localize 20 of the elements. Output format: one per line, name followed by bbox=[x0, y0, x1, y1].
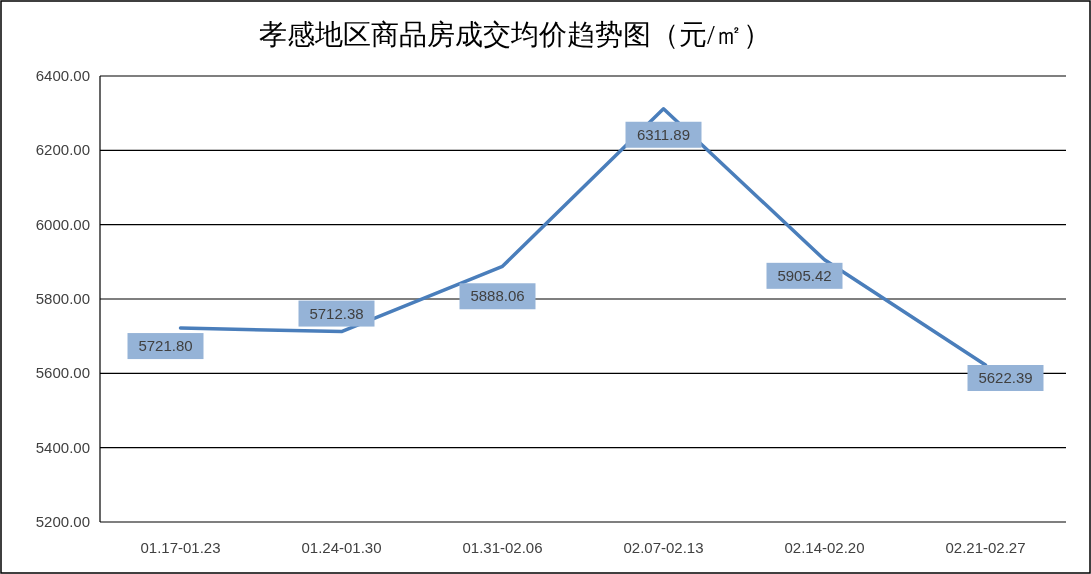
data-label: 5905.42 bbox=[777, 266, 832, 284]
y-tick-label: 5200.00 bbox=[35, 513, 90, 530]
y-tick-label: 5400.00 bbox=[35, 438, 90, 456]
y-tick-label: 5600.00 bbox=[35, 364, 90, 382]
x-tick-label: 02.07-02.13 bbox=[623, 539, 704, 556]
y-tick-label: 6400.00 bbox=[35, 67, 90, 84]
data-label: 5888.06 bbox=[470, 287, 525, 305]
x-tick-label: 02.14-02.20 bbox=[784, 539, 865, 556]
data-label: 6311.89 bbox=[636, 125, 691, 143]
x-tick-label: 01.24-01.30 bbox=[301, 539, 382, 556]
data-label: 5712.38 bbox=[309, 304, 364, 322]
y-tick-label: 6200.00 bbox=[35, 141, 90, 159]
data-label: 5622.39 bbox=[978, 369, 1033, 387]
x-tick-label: 01.31-02.06 bbox=[462, 539, 543, 556]
y-tick-label: 5800.00 bbox=[35, 290, 90, 307]
x-tick-label: 02.21-02.27 bbox=[945, 539, 1026, 556]
x-tick-label: 01.17-01.23 bbox=[140, 539, 221, 556]
y-tick-label: 6000.00 bbox=[35, 215, 90, 233]
data-label: 5721.80 bbox=[138, 337, 193, 355]
chart-title: 孝感地区商品房成交均价趋势图（元/㎡） bbox=[259, 19, 771, 50]
